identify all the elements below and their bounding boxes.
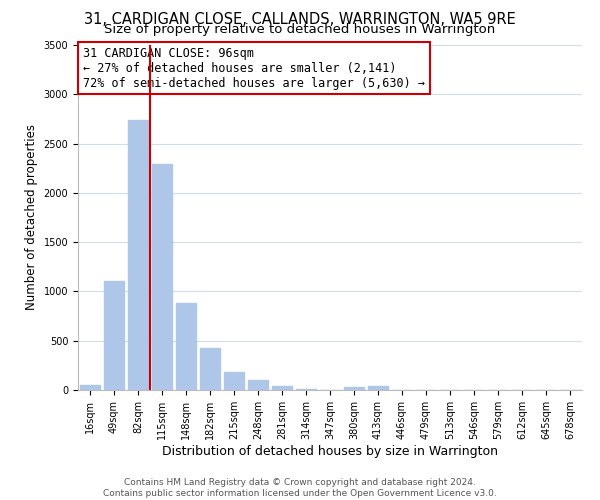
Bar	[200, 348, 220, 390]
Bar	[176, 304, 196, 390]
Text: 31, CARDIGAN CLOSE, CALLANDS, WARRINGTON, WA5 9RE: 31, CARDIGAN CLOSE, CALLANDS, WARRINGTON…	[84, 12, 516, 28]
X-axis label: Distribution of detached houses by size in Warrington: Distribution of detached houses by size …	[162, 444, 498, 458]
Bar	[248, 380, 268, 390]
Bar	[224, 372, 244, 390]
Bar	[296, 389, 316, 390]
Bar	[344, 387, 364, 390]
Text: Contains HM Land Registry data © Crown copyright and database right 2024.
Contai: Contains HM Land Registry data © Crown c…	[103, 478, 497, 498]
Bar	[368, 386, 388, 390]
Bar	[272, 386, 292, 390]
Bar	[152, 164, 172, 390]
Text: 31 CARDIGAN CLOSE: 96sqm
← 27% of detached houses are smaller (2,141)
72% of sem: 31 CARDIGAN CLOSE: 96sqm ← 27% of detach…	[83, 46, 425, 90]
Bar	[104, 280, 124, 390]
Y-axis label: Number of detached properties: Number of detached properties	[25, 124, 38, 310]
Text: Size of property relative to detached houses in Warrington: Size of property relative to detached ho…	[104, 24, 496, 36]
Bar	[80, 385, 100, 390]
Bar	[128, 120, 148, 390]
